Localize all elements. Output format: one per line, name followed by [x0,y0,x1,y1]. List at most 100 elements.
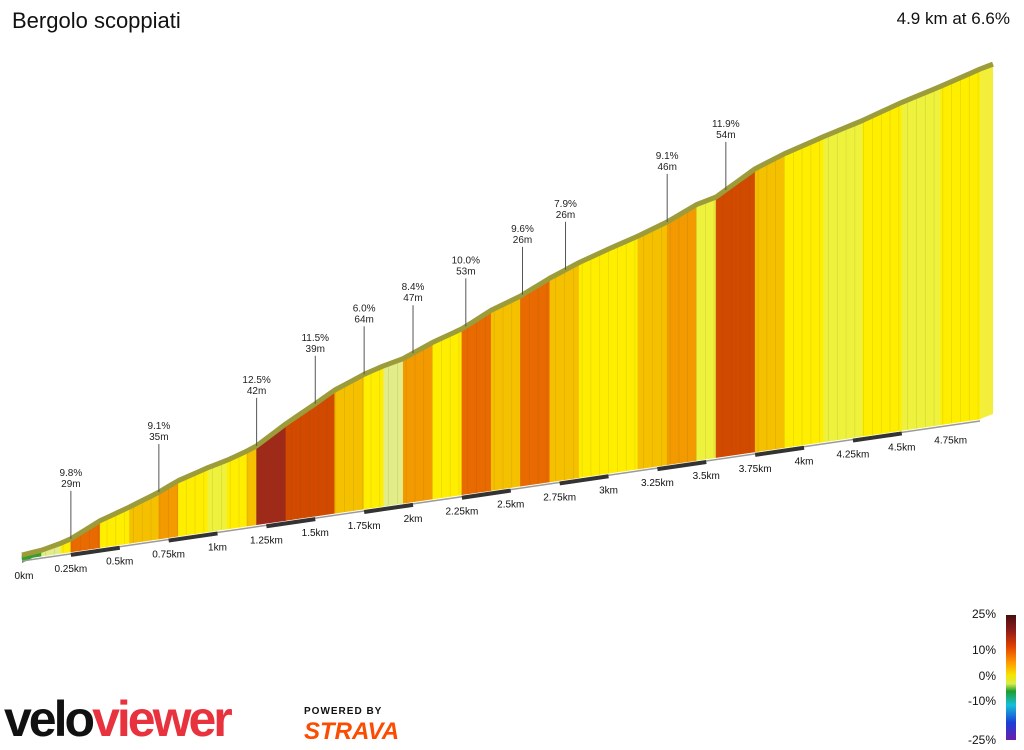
profile-segment [246,445,257,527]
gradient-annotations: 9.8%29m9.1%35m12.5%42m11.5%39m6.0%64m8.4… [59,119,740,539]
gradient-annotation: 12.5%42m [242,375,271,446]
climb-summary: 4.9 km at 6.6% [896,9,1010,28]
distance-tick-label: 4.75km [934,435,967,446]
svg-text:veloviewer: veloviewer [4,691,232,747]
annotation-grade: 10.0% [452,255,480,266]
profile-segment [207,459,228,533]
profile-texture [27,71,979,559]
annotation-length: 53m [456,266,475,277]
profile-segment [256,423,287,526]
distance-tick-label: 3.75km [739,464,772,475]
profile-segment [363,365,384,510]
distance-tick-labels: 0km 0.25km 0.5km 0.75km 1km 1.25km 1.5km 1.75km… [15,435,968,582]
annotation-grade: 9.6% [511,224,534,235]
profile-segment [432,328,463,500]
distance-tick-label: 1.75km [348,521,381,532]
annotation-length: 47m [403,293,422,304]
profile-segment [334,373,365,514]
annotation-grade: 7.9% [554,199,577,210]
gradient-annotation: 9.8%29m [59,468,82,539]
profile-segment [490,295,521,491]
annotation-grade: 9.8% [59,468,82,479]
gradient-annotation: 8.4%47m [402,282,425,354]
legend-label-25: 25% [972,607,996,621]
annotation-length: 26m [556,210,575,221]
veloviewer-logo[interactable]: veloviewer [4,691,235,747]
distance-tick-label: 3km [599,485,618,496]
distance-tick-segments [70,431,903,557]
distance-tick-label: 3.25km [641,478,674,489]
annotation-grade: 11.9% [712,119,740,130]
distance-tick-label: 4.5km [888,442,915,453]
profile-segment [754,153,785,453]
distance-tick-label: 4km [795,457,814,468]
strava-logo[interactable]: POWERED BY STRAVA [304,706,399,745]
profile-segment [823,119,863,443]
profile-top-edge [21,61,994,558]
distance-tick-label: 2.25km [445,507,478,518]
profile-segment [784,136,824,448]
distance-tick-segment [168,531,218,543]
annotation-grade: 8.4% [402,282,425,293]
distance-tick-label: 0km [15,571,34,582]
profile-segment [862,101,903,437]
annotation-grade: 9.1% [147,421,170,432]
profile-segment [402,341,433,504]
gradient-annotation: 11.5%39m [301,333,329,404]
profile-segment [608,235,639,474]
logo-viewer-text: viewer [92,691,232,747]
gradient-annotation: 11.9%54m [712,119,740,190]
distance-tick-label: 2km [404,514,423,525]
profile-segment [578,248,609,478]
distance-tick-label: 2.75km [543,492,576,503]
annotation-length: 39m [306,344,325,355]
chart-title: Bergolo scoppiati [12,8,181,33]
gradient-annotation: 9.1%35m [147,421,170,493]
strava-wordmark: STRAVA [304,718,399,745]
logo-velo-text: velo [4,691,94,747]
annotation-length: 29m [61,479,80,490]
distance-tick-segment [852,431,903,443]
distance-tick-segment [754,445,805,457]
distance-tick-label: 2.5km [497,500,524,511]
annotation-length: 46m [657,162,676,173]
profile-segment [696,196,717,461]
distance-tick-label: 1.25km [250,535,283,546]
annotation-grade: 9.1% [656,151,679,162]
distance-tick-segment [657,460,707,472]
distance-tick-segment [363,502,414,514]
powered-by-text: POWERED BY [304,706,382,717]
legend-colorbar [1006,615,1016,740]
distance-tick-label: 0.75km [152,550,185,561]
annotation-length: 54m [716,130,735,141]
legend-label-minus10: -10% [968,694,996,708]
annotation-length: 26m [513,235,532,246]
annotation-length: 35m [149,432,168,443]
distance-tick-label: 3.5km [693,471,720,482]
annotation-length: 42m [247,386,266,397]
gradient-annotation: 7.9%26m [554,199,577,270]
profile-segment [520,277,551,487]
legend-label-10: 10% [972,643,996,657]
distance-tick-label: 1km [208,542,227,553]
distance-tick-label: 0.5km [106,557,133,568]
distance-tick-label: 1.5km [302,528,329,539]
distance-tick-segment [461,488,512,500]
gradient-legend: 25% 10% 0% -10% -25% [968,607,1016,747]
annotation-length: 64m [354,314,373,325]
gradient-annotation: 6.0%64m [353,303,376,375]
profile-segment [383,358,404,507]
legend-label-minus25: -25% [968,733,996,747]
gradient-annotation: 9.1%46m [656,151,679,222]
distance-tick-segment [559,474,609,486]
distance-tick-label: 4.25km [837,450,870,461]
annotation-grade: 12.5% [242,375,270,386]
distance-tick-segment [266,517,316,529]
profile-end-face [980,64,993,419]
brand-logos: veloviewer POWERED BY STRAVA [4,691,399,747]
annotation-grade: 6.0% [353,303,376,314]
profile-segment [666,204,697,466]
gradient-annotation: 9.6%26m [511,224,534,295]
legend-label-0: 0% [979,669,997,683]
